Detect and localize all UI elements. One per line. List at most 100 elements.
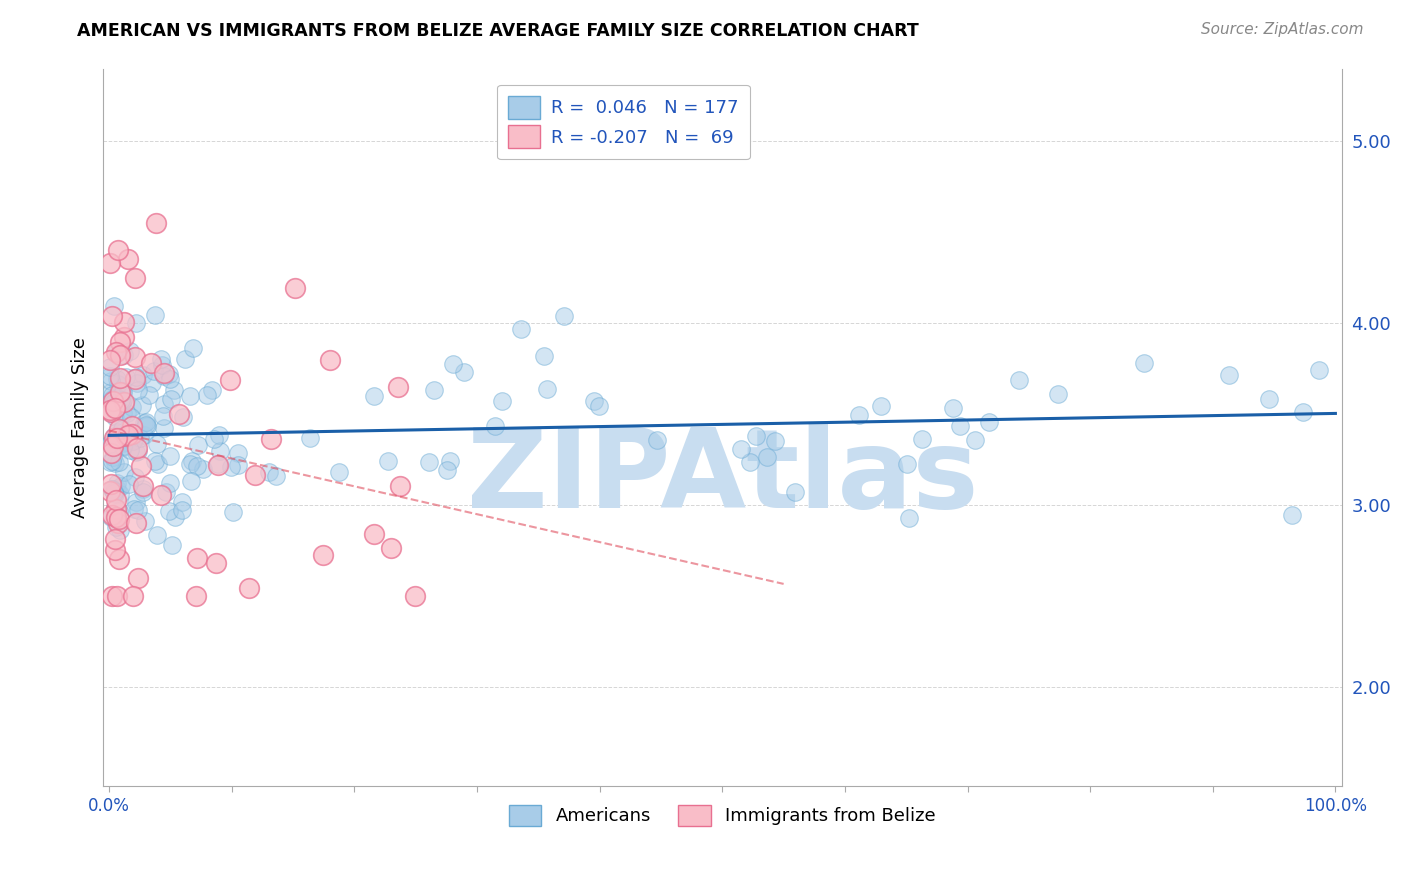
Point <box>112 329 135 343</box>
Point <box>553 309 575 323</box>
Point <box>111 422 134 436</box>
Point <box>117 428 139 442</box>
Point <box>107 476 129 491</box>
Point <box>100 256 122 270</box>
Point <box>319 353 342 368</box>
Point <box>207 457 229 471</box>
Point <box>114 429 136 443</box>
Point <box>583 394 606 409</box>
Point <box>146 457 169 471</box>
Point <box>111 394 134 409</box>
Point <box>159 449 181 463</box>
Point <box>150 488 173 502</box>
Point <box>363 389 385 403</box>
Point <box>284 281 307 295</box>
Point <box>135 415 157 429</box>
Point <box>114 435 136 450</box>
Point <box>104 345 127 359</box>
Point <box>441 357 464 371</box>
Point <box>107 504 129 518</box>
Point <box>120 410 142 425</box>
Point <box>120 426 142 441</box>
Point <box>1046 387 1069 401</box>
Point <box>167 407 190 421</box>
Point <box>101 439 124 453</box>
Point <box>207 458 229 472</box>
Point <box>121 426 143 441</box>
Point <box>122 589 145 603</box>
Point <box>100 477 122 491</box>
Y-axis label: Average Family Size: Average Family Size <box>72 337 89 518</box>
Point <box>117 252 139 267</box>
Point <box>125 316 148 330</box>
Point <box>756 450 779 465</box>
Point <box>128 431 150 445</box>
Point <box>100 455 122 469</box>
Point <box>115 370 138 384</box>
Point <box>150 358 173 372</box>
Point <box>436 463 458 477</box>
Point <box>103 299 125 313</box>
Point <box>103 431 125 445</box>
Point <box>143 308 166 322</box>
Point <box>107 377 129 392</box>
Point <box>127 441 149 455</box>
Point <box>100 483 122 498</box>
Point <box>105 344 128 359</box>
Point <box>125 516 148 530</box>
Point <box>100 368 122 383</box>
Point <box>132 483 155 497</box>
Point <box>202 432 225 446</box>
Point <box>112 348 135 362</box>
Point <box>118 443 141 458</box>
Point <box>100 384 122 399</box>
Point <box>187 438 209 452</box>
Point <box>181 341 204 355</box>
Point <box>104 500 127 514</box>
Point <box>101 454 124 468</box>
Point <box>146 436 169 450</box>
Point <box>783 485 806 500</box>
Point <box>143 454 166 468</box>
Point <box>108 523 131 537</box>
Point <box>191 462 214 476</box>
Point <box>848 408 870 422</box>
Point <box>152 409 174 423</box>
Point <box>129 459 152 474</box>
Point <box>264 468 287 483</box>
Point <box>132 416 155 430</box>
Point <box>139 356 162 370</box>
Point <box>100 445 122 459</box>
Point <box>159 372 181 386</box>
Point <box>105 493 128 508</box>
Point <box>259 433 281 447</box>
Point <box>588 399 610 413</box>
Point <box>226 458 249 473</box>
Point <box>107 243 129 257</box>
Point <box>108 455 131 469</box>
Point <box>484 419 506 434</box>
Point <box>222 505 245 519</box>
Point <box>439 454 461 468</box>
Point <box>104 502 127 516</box>
Point <box>121 419 143 434</box>
Point <box>100 403 122 417</box>
Point <box>208 428 231 442</box>
Point <box>152 421 174 435</box>
Point <box>112 429 135 443</box>
Point <box>111 440 134 454</box>
Text: Source: ZipAtlas.com: Source: ZipAtlas.com <box>1201 22 1364 37</box>
Point <box>146 528 169 542</box>
Point <box>101 393 124 408</box>
Point <box>453 365 475 379</box>
Text: AMERICAN VS IMMIGRANTS FROM BELIZE AVERAGE FAMILY SIZE CORRELATION CHART: AMERICAN VS IMMIGRANTS FROM BELIZE AVERA… <box>77 22 920 40</box>
Point <box>121 401 143 415</box>
Point <box>112 439 135 453</box>
Point <box>135 419 157 434</box>
Point <box>1257 392 1279 406</box>
Point <box>124 371 146 385</box>
Point <box>131 479 153 493</box>
Point <box>163 510 186 524</box>
Point <box>110 334 132 349</box>
Point <box>179 389 201 403</box>
